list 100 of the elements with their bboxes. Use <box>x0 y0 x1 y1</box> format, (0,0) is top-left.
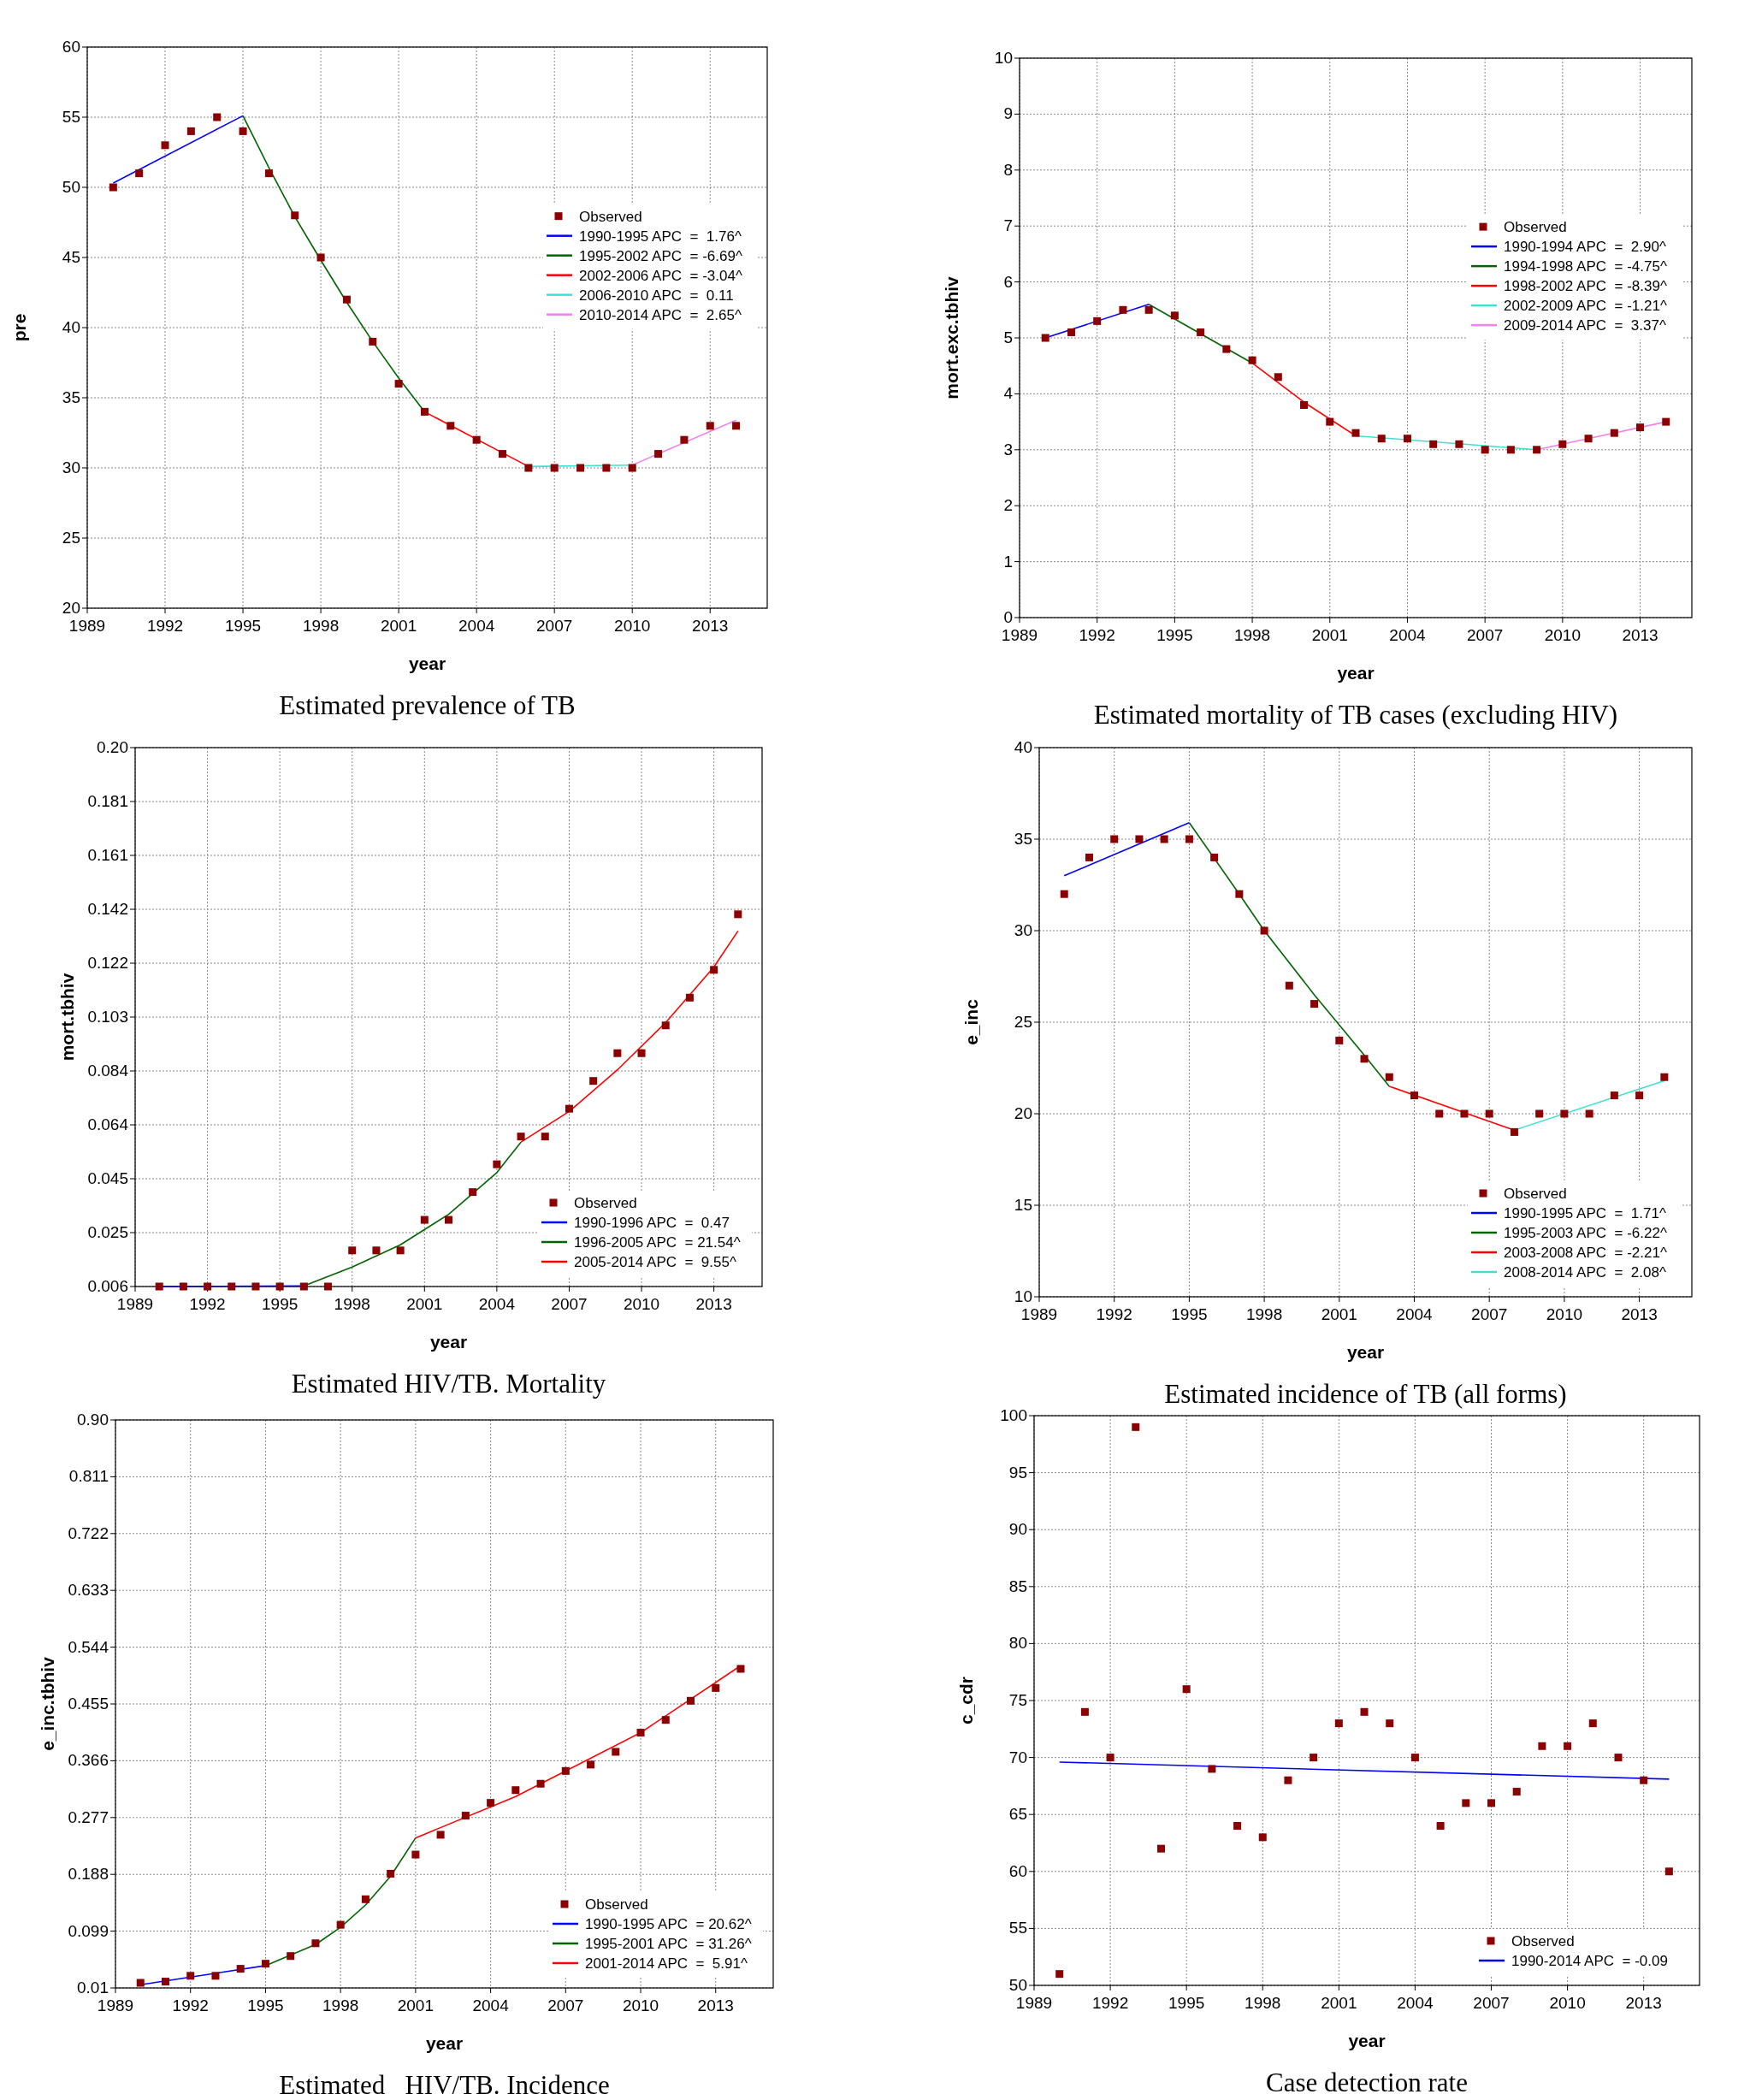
y-axis-title: c_cdr <box>956 1676 976 1725</box>
point <box>1662 417 1670 426</box>
point <box>1386 1719 1394 1728</box>
point <box>1636 423 1645 432</box>
x-tick-label: 2010 <box>1544 626 1581 644</box>
y-tick-label: 7 <box>1003 216 1013 235</box>
y-tick-label: 0.455 <box>68 1695 109 1713</box>
point <box>1410 1091 1419 1100</box>
point <box>1285 981 1293 990</box>
point <box>736 1665 745 1673</box>
point <box>1485 1109 1493 1118</box>
y-tick-label: 10 <box>994 49 1013 67</box>
point <box>1326 417 1334 426</box>
point <box>1385 1073 1393 1081</box>
x-tick-label: 1989 <box>116 1295 154 1313</box>
point <box>541 1133 549 1141</box>
y-tick-label: 0.122 <box>87 954 128 972</box>
y-tick-label: 50 <box>1008 1976 1027 1994</box>
point <box>561 1766 570 1775</box>
text: Estimated HIV/TB. Incidence <box>279 2070 610 2100</box>
point <box>550 464 559 472</box>
legend-label: 1998-2002 APC = -8.39^ <box>1504 278 1667 295</box>
point <box>394 380 403 388</box>
y-tick-label: 65 <box>1008 1805 1027 1824</box>
y-tick-label: 0.103 <box>87 1008 128 1026</box>
y-tick-label: 0.90 <box>77 1411 109 1429</box>
point <box>1119 305 1127 314</box>
y-tick-label: 100 <box>1000 1406 1027 1424</box>
point <box>1614 1754 1623 1762</box>
x-tick-label: 2004 <box>472 1996 510 2014</box>
y-tick-label: 0.20 <box>97 738 128 756</box>
point <box>236 1965 245 1973</box>
y-tick-label: 8 <box>1003 160 1013 179</box>
x-tick-label: 2007 <box>551 1295 588 1313</box>
y-tick-label: 35 <box>62 388 80 406</box>
x-tick-label: 1992 <box>1096 1305 1132 1323</box>
point <box>710 966 718 974</box>
point <box>1080 1707 1089 1716</box>
x-tick-label: 1989 <box>1001 626 1038 644</box>
point <box>493 1160 501 1168</box>
legend-label: 2010-2014 APC = 2.65^ <box>579 306 742 323</box>
point <box>1310 1754 1318 1762</box>
point <box>524 464 533 472</box>
x-tick-label: 1995 <box>1156 626 1193 644</box>
x-tick-label: 2004 <box>1397 1994 1434 2012</box>
x-tick-label: 2007 <box>547 1996 584 2014</box>
point <box>1106 1754 1114 1762</box>
x-axis-title: year <box>1337 663 1375 683</box>
x-tick-label: 2004 <box>1396 1305 1434 1323</box>
point <box>685 993 694 1002</box>
point <box>1110 835 1119 843</box>
y-tick-label: 20 <box>62 599 80 617</box>
point <box>1060 890 1068 898</box>
point <box>636 1729 645 1737</box>
y-tick-label: 45 <box>62 248 80 266</box>
point <box>712 1683 720 1692</box>
y-tick-label: 85 <box>1008 1576 1027 1595</box>
legend-label: 1995-2002 APC = -6.69^ <box>579 247 742 264</box>
point <box>1429 440 1438 448</box>
text: Estimated HIV/TB. Mortality <box>291 1369 606 1399</box>
x-tick-label: 2010 <box>614 617 651 635</box>
y-axis-title: mort.exc.tbhiv <box>942 275 961 399</box>
point <box>1156 1844 1165 1853</box>
legend-label: 1990-1994 APC = 2.90^ <box>1504 239 1666 256</box>
point <box>387 1869 395 1878</box>
y-tick-label: 0.045 <box>87 1169 128 1187</box>
x-tick-label: 2004 <box>1389 626 1427 644</box>
point <box>372 1246 381 1255</box>
x-tick-label: 2001 <box>406 1295 443 1313</box>
y-tick-label: 0.277 <box>68 1807 109 1826</box>
x-tick-label: 1995 <box>262 1295 299 1313</box>
y-axis-title: e_inc <box>961 998 981 1045</box>
x-tick-label: 1989 <box>1020 1305 1058 1323</box>
x-axis-title: year <box>425 2033 464 2053</box>
point <box>1487 1799 1495 1807</box>
point <box>511 1786 520 1795</box>
y-tick-label: 0.01 <box>77 1979 109 1996</box>
legend-label: 2008-2014 APC = 2.08^ <box>1504 1264 1666 1281</box>
y-tick-label: 40 <box>1014 738 1032 756</box>
x-tick-label: 2010 <box>1549 1994 1586 2012</box>
point <box>1132 1423 1140 1431</box>
point <box>1635 1091 1644 1100</box>
x-tick-label: 2010 <box>1546 1305 1583 1323</box>
x-tick-label: 1989 <box>68 617 106 635</box>
y-tick-label: 5 <box>1003 328 1013 346</box>
y-tick-label: 0.099 <box>68 1921 109 1940</box>
point <box>261 1960 269 1968</box>
point <box>1481 446 1489 454</box>
point <box>396 1246 405 1255</box>
point <box>661 1716 670 1724</box>
point <box>734 910 742 919</box>
point <box>1260 926 1268 935</box>
point <box>1584 435 1593 443</box>
point <box>1533 446 1541 454</box>
text: Estimated incidence of TB (all forms) <box>1164 1379 1567 1409</box>
y-tick-label: 80 <box>1008 1634 1027 1653</box>
legend-label: Observed <box>579 208 642 225</box>
point <box>602 464 611 472</box>
point <box>1538 1742 1546 1750</box>
point <box>211 1972 220 1980</box>
